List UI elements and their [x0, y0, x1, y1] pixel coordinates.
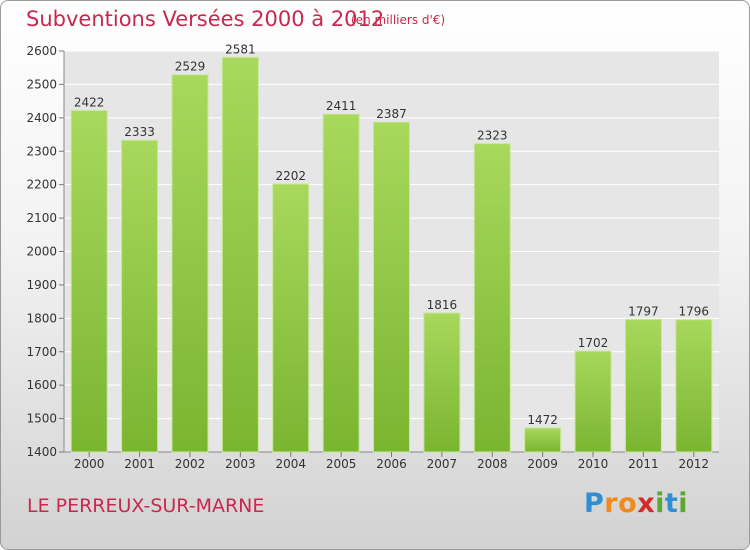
y-tick-label: 2200	[26, 178, 57, 192]
y-tick-label: 1500	[26, 412, 57, 426]
data-label-2000: 2422	[74, 95, 105, 109]
bar-2004	[272, 183, 310, 453]
logo-letter: i	[678, 488, 689, 519]
data-label-2002: 2529	[175, 60, 206, 74]
bar-2010	[574, 350, 612, 453]
bar-2003	[221, 56, 259, 453]
x-tick-label-2002: 2002	[175, 457, 206, 471]
bar-2001	[121, 139, 159, 453]
data-label-2007: 1816	[427, 298, 458, 312]
x-tick-label-2010: 2010	[578, 457, 609, 471]
logo-letter: P	[584, 488, 605, 519]
x-tick-label-2011: 2011	[628, 457, 659, 471]
y-tick-label: 2300	[26, 144, 57, 158]
chart-title: Subventions Versées 2000 à 2012	[26, 7, 385, 31]
y-tick-label: 2500	[26, 77, 57, 91]
x-tick-label-2004: 2004	[275, 457, 306, 471]
y-tick-label: 2000	[26, 245, 57, 259]
data-label-2008: 2323	[477, 129, 508, 143]
bar-2000	[70, 109, 108, 453]
bar-2007	[423, 312, 461, 453]
x-tick-label-2008: 2008	[477, 457, 508, 471]
x-tick-label-2005: 2005	[326, 457, 357, 471]
bar-2012	[675, 319, 713, 453]
x-tick-label-2001: 2001	[124, 457, 155, 471]
bar-2011	[624, 318, 662, 453]
data-label-2010: 1702	[578, 336, 609, 350]
y-tick-label: 1800	[26, 311, 57, 325]
bar-2002	[171, 74, 209, 453]
data-label-2001: 2333	[124, 125, 155, 139]
proxiti-logo: Proxiti	[584, 488, 688, 519]
logo-letter: t	[664, 488, 679, 519]
y-tick-label: 2400	[26, 111, 57, 125]
bar-2009	[524, 427, 562, 453]
x-tick-label-2012: 2012	[679, 457, 710, 471]
x-tick-label-2009: 2009	[527, 457, 558, 471]
data-label-2004: 2202	[275, 169, 306, 183]
data-label-2012: 1796	[679, 305, 710, 319]
commune-name: LE PERREUX-SUR-MARNE	[27, 495, 265, 517]
logo-letter: i	[655, 488, 665, 519]
y-tick-label: 2600	[26, 44, 57, 58]
logo-letter: r	[604, 488, 619, 519]
logo-letter: x	[637, 488, 656, 519]
data-label-2011: 1797	[628, 304, 659, 318]
x-tick-label-2006: 2006	[376, 457, 407, 471]
y-tick-label: 1900	[26, 278, 57, 292]
y-tick-label: 2100	[26, 211, 57, 225]
bar-2006	[373, 121, 410, 453]
y-tick-label: 1400	[26, 445, 57, 459]
bar-2005	[322, 113, 360, 453]
y-tick-label: 1600	[26, 378, 57, 392]
x-tick-label-2003: 2003	[225, 457, 256, 471]
chart-subtitle: (en milliers d'€)	[351, 13, 446, 27]
data-label-2009: 1472	[527, 413, 558, 427]
data-label-2005: 2411	[326, 99, 357, 113]
x-tick-label-2000: 2000	[74, 457, 105, 471]
x-tick-label-2007: 2007	[427, 457, 458, 471]
bar-2008	[473, 143, 511, 453]
y-tick-label: 1700	[26, 345, 57, 359]
data-label-2006: 2387	[376, 107, 407, 121]
logo-letter: o	[618, 488, 638, 519]
data-label-2003: 2581	[225, 42, 256, 56]
